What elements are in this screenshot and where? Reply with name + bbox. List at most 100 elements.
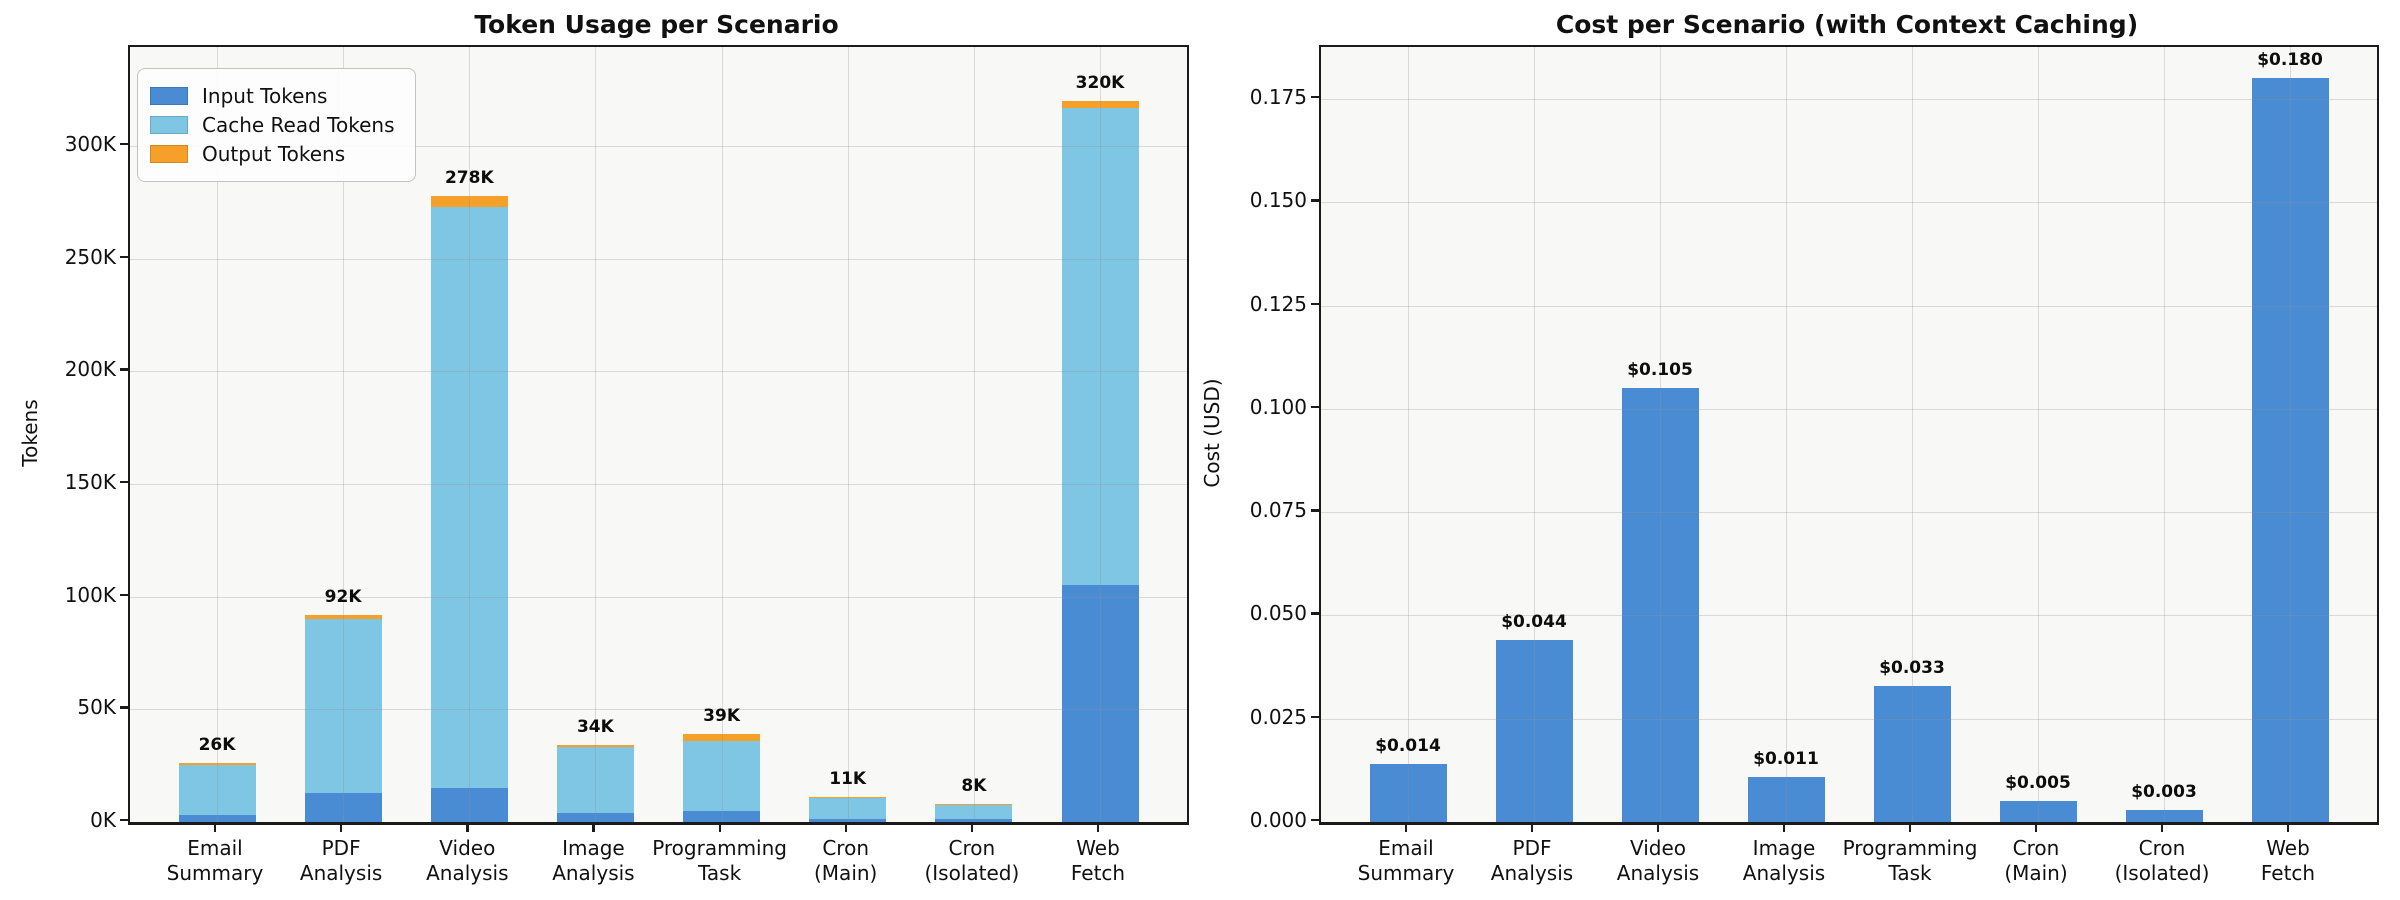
y-tick-label: 300K xyxy=(64,132,116,157)
x-tick-label: Image Analysis xyxy=(552,836,635,885)
bar-segment-input-tokens xyxy=(178,815,256,822)
y-tick-mark xyxy=(1311,612,1319,615)
h-gridline xyxy=(130,258,1187,260)
bar-value-label: $0.033 xyxy=(1879,657,1945,678)
x-tick-mark xyxy=(970,823,974,832)
y-tick-mark xyxy=(1311,715,1319,719)
bar-value-label: $0.044 xyxy=(1501,612,1567,633)
bar-segment-cache-read-tokens xyxy=(178,764,256,816)
left-chart-title: Token Usage per Scenario xyxy=(474,10,839,39)
h-gridline xyxy=(1321,202,2377,204)
v-gridline xyxy=(721,47,723,822)
v-gridline xyxy=(1100,47,1101,822)
x-tick-label: Cron (Isolated) xyxy=(924,836,1020,885)
x-tick-mark xyxy=(1531,823,1534,832)
bar-value-label: $0.014 xyxy=(1375,736,1441,757)
bar-segment-output-tokens xyxy=(683,734,761,741)
bar-segment-cache-read-tokens xyxy=(683,740,761,811)
legend-label: Output Tokens xyxy=(202,142,346,166)
bar-value-label: 26K xyxy=(198,735,236,756)
x-tick-label: Email Summary xyxy=(166,836,264,885)
y-tick-label: 0.000 xyxy=(1249,808,1307,832)
bar-segment-output-tokens xyxy=(178,763,256,765)
v-gridline xyxy=(1408,47,1409,822)
x-tick-mark xyxy=(466,823,469,832)
y-tick-label: 0K xyxy=(90,808,116,832)
bar-value-label: 11K xyxy=(829,769,867,790)
x-tick-mark xyxy=(844,823,848,832)
x-tick-mark xyxy=(340,823,343,832)
y-tick-mark xyxy=(1311,819,1319,822)
h-gridline xyxy=(130,146,1187,148)
v-gridline xyxy=(1912,47,1913,822)
x-tick-mark xyxy=(592,823,595,832)
h-gridline xyxy=(1321,512,2377,514)
legend: Input Tokens Cache Read Tokens Output Toke… xyxy=(137,68,416,182)
y-tick-mark xyxy=(120,368,128,371)
v-gridline xyxy=(595,47,597,822)
bar-segment-cache-read-tokens xyxy=(935,804,1013,820)
bar-segment-cost xyxy=(1747,776,1825,822)
x-tick-mark xyxy=(1405,823,1408,832)
x-tick-label: Cron (Main) xyxy=(814,836,878,885)
bar-segment-cache-read-tokens xyxy=(809,797,887,819)
y-tick-label: 0.075 xyxy=(1249,498,1307,523)
y-tick-mark xyxy=(120,593,128,597)
y-tick-label: 250K xyxy=(64,244,116,269)
bar-value-label: $0.003 xyxy=(2131,781,2197,802)
bar-segment-input-tokens xyxy=(556,813,634,822)
bar-value-label: 320K xyxy=(1075,73,1125,94)
bar-value-label: 8K xyxy=(961,776,987,796)
right-chart-title: Cost per Scenario (with Context Caching) xyxy=(1555,10,2139,39)
x-tick-mark xyxy=(2035,823,2038,832)
y-tick-label: 0.125 xyxy=(1249,291,1307,316)
bar-segment-cache-read-tokens xyxy=(304,619,382,793)
h-gridline xyxy=(1321,718,2377,720)
bar-segment-cache-read-tokens xyxy=(1061,107,1139,586)
bar-segment-output-tokens xyxy=(304,614,382,620)
x-tick-label: Cron (Main) xyxy=(2004,836,2068,885)
h-gridline xyxy=(130,596,1187,598)
bar-value-label: 278K xyxy=(444,167,494,188)
x-tick-label: Video Analysis xyxy=(426,836,509,885)
y-tick-mark xyxy=(1311,405,1319,409)
x-tick-label: Video Analysis xyxy=(1616,836,1700,885)
h-gridline xyxy=(130,371,1187,373)
v-gridline xyxy=(1534,47,1535,822)
y-tick-mark xyxy=(120,255,128,259)
bar-value-label: $0.011 xyxy=(1753,748,1819,769)
h-gridline xyxy=(130,709,1187,711)
v-gridline xyxy=(217,47,218,822)
h-gridline xyxy=(1321,408,2377,410)
x-tick-label: Programming Task xyxy=(1842,836,1978,885)
bar-segment-input-tokens xyxy=(430,788,508,822)
v-gridline xyxy=(1660,47,1661,822)
bar-segment-cost xyxy=(1999,801,2077,822)
x-tick-label: Image Analysis xyxy=(1742,836,1826,885)
x-tick-label: Web Fetch xyxy=(1070,836,1126,885)
legend-label: Cache Read Tokens xyxy=(202,113,395,137)
v-gridline xyxy=(973,47,975,822)
bar-segment-output-tokens xyxy=(556,745,634,747)
v-gridline xyxy=(343,47,345,822)
x-tick-label: Email Summary xyxy=(1357,836,1455,885)
v-gridline xyxy=(2164,47,2165,822)
v-gridline xyxy=(847,47,849,822)
y-tick-mark xyxy=(120,481,128,484)
legend-swatch-input-tokens xyxy=(150,87,188,105)
bar-segment-cost xyxy=(2125,809,2203,822)
bar-value-label: $0.105 xyxy=(1627,360,1693,381)
legend-swatch-cache-read-tokens xyxy=(150,116,188,134)
x-tick-label: Web Fetch xyxy=(2260,836,2316,885)
x-tick-mark xyxy=(214,823,217,832)
h-gridline xyxy=(1321,615,2377,617)
y-tick-label: 100K xyxy=(64,582,116,607)
bar-segment-cost xyxy=(2251,78,2329,822)
bar-segment-cache-read-tokens xyxy=(556,746,634,813)
legend-row: Cache Read Tokens xyxy=(150,113,395,137)
x-tick-mark xyxy=(2287,823,2290,832)
x-tick-label: PDF Analysis xyxy=(1490,836,1574,885)
bar-segment-cost xyxy=(1495,640,1573,822)
h-gridline xyxy=(130,484,1187,486)
